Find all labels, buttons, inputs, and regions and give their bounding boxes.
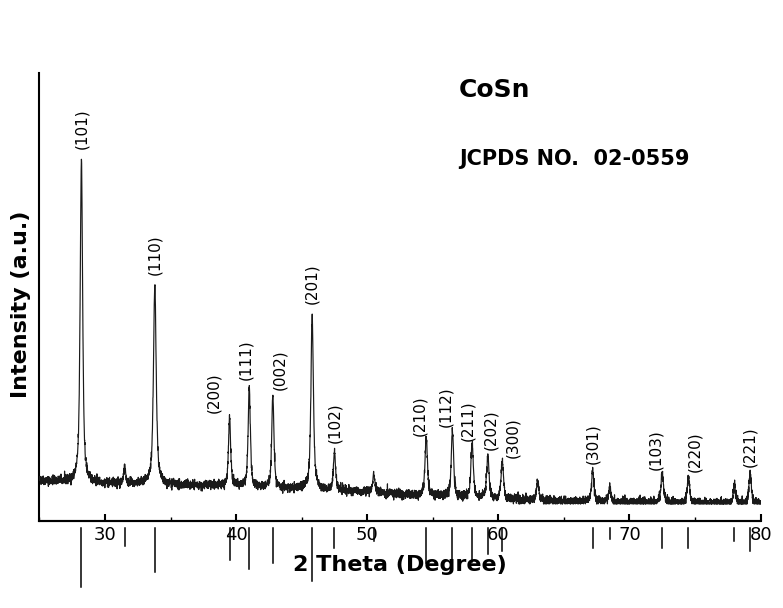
Text: (210): (210) (412, 396, 428, 437)
Text: (103): (103) (648, 429, 663, 469)
Text: (200): (200) (207, 372, 222, 413)
X-axis label: 2 Theta (Degree): 2 Theta (Degree) (293, 555, 507, 575)
Text: (111): (111) (238, 339, 253, 380)
Text: (101): (101) (74, 108, 89, 149)
Text: (110): (110) (147, 234, 162, 275)
Text: (221): (221) (742, 426, 758, 467)
Text: (301): (301) (585, 424, 601, 465)
Text: (202): (202) (483, 410, 498, 451)
Text: CoSn: CoSn (459, 78, 531, 102)
Text: (002): (002) (272, 349, 287, 390)
Text: (300): (300) (505, 418, 520, 458)
Y-axis label: Intensity (a.u.): Intensity (a.u.) (11, 210, 31, 398)
Text: (220): (220) (687, 432, 702, 472)
Text: (201): (201) (305, 263, 319, 304)
Text: (112): (112) (438, 386, 453, 427)
Text: (211): (211) (460, 400, 476, 441)
Text: JCPDS NO.  02-0559: JCPDS NO. 02-0559 (459, 150, 690, 169)
Text: (102): (102) (327, 402, 342, 443)
